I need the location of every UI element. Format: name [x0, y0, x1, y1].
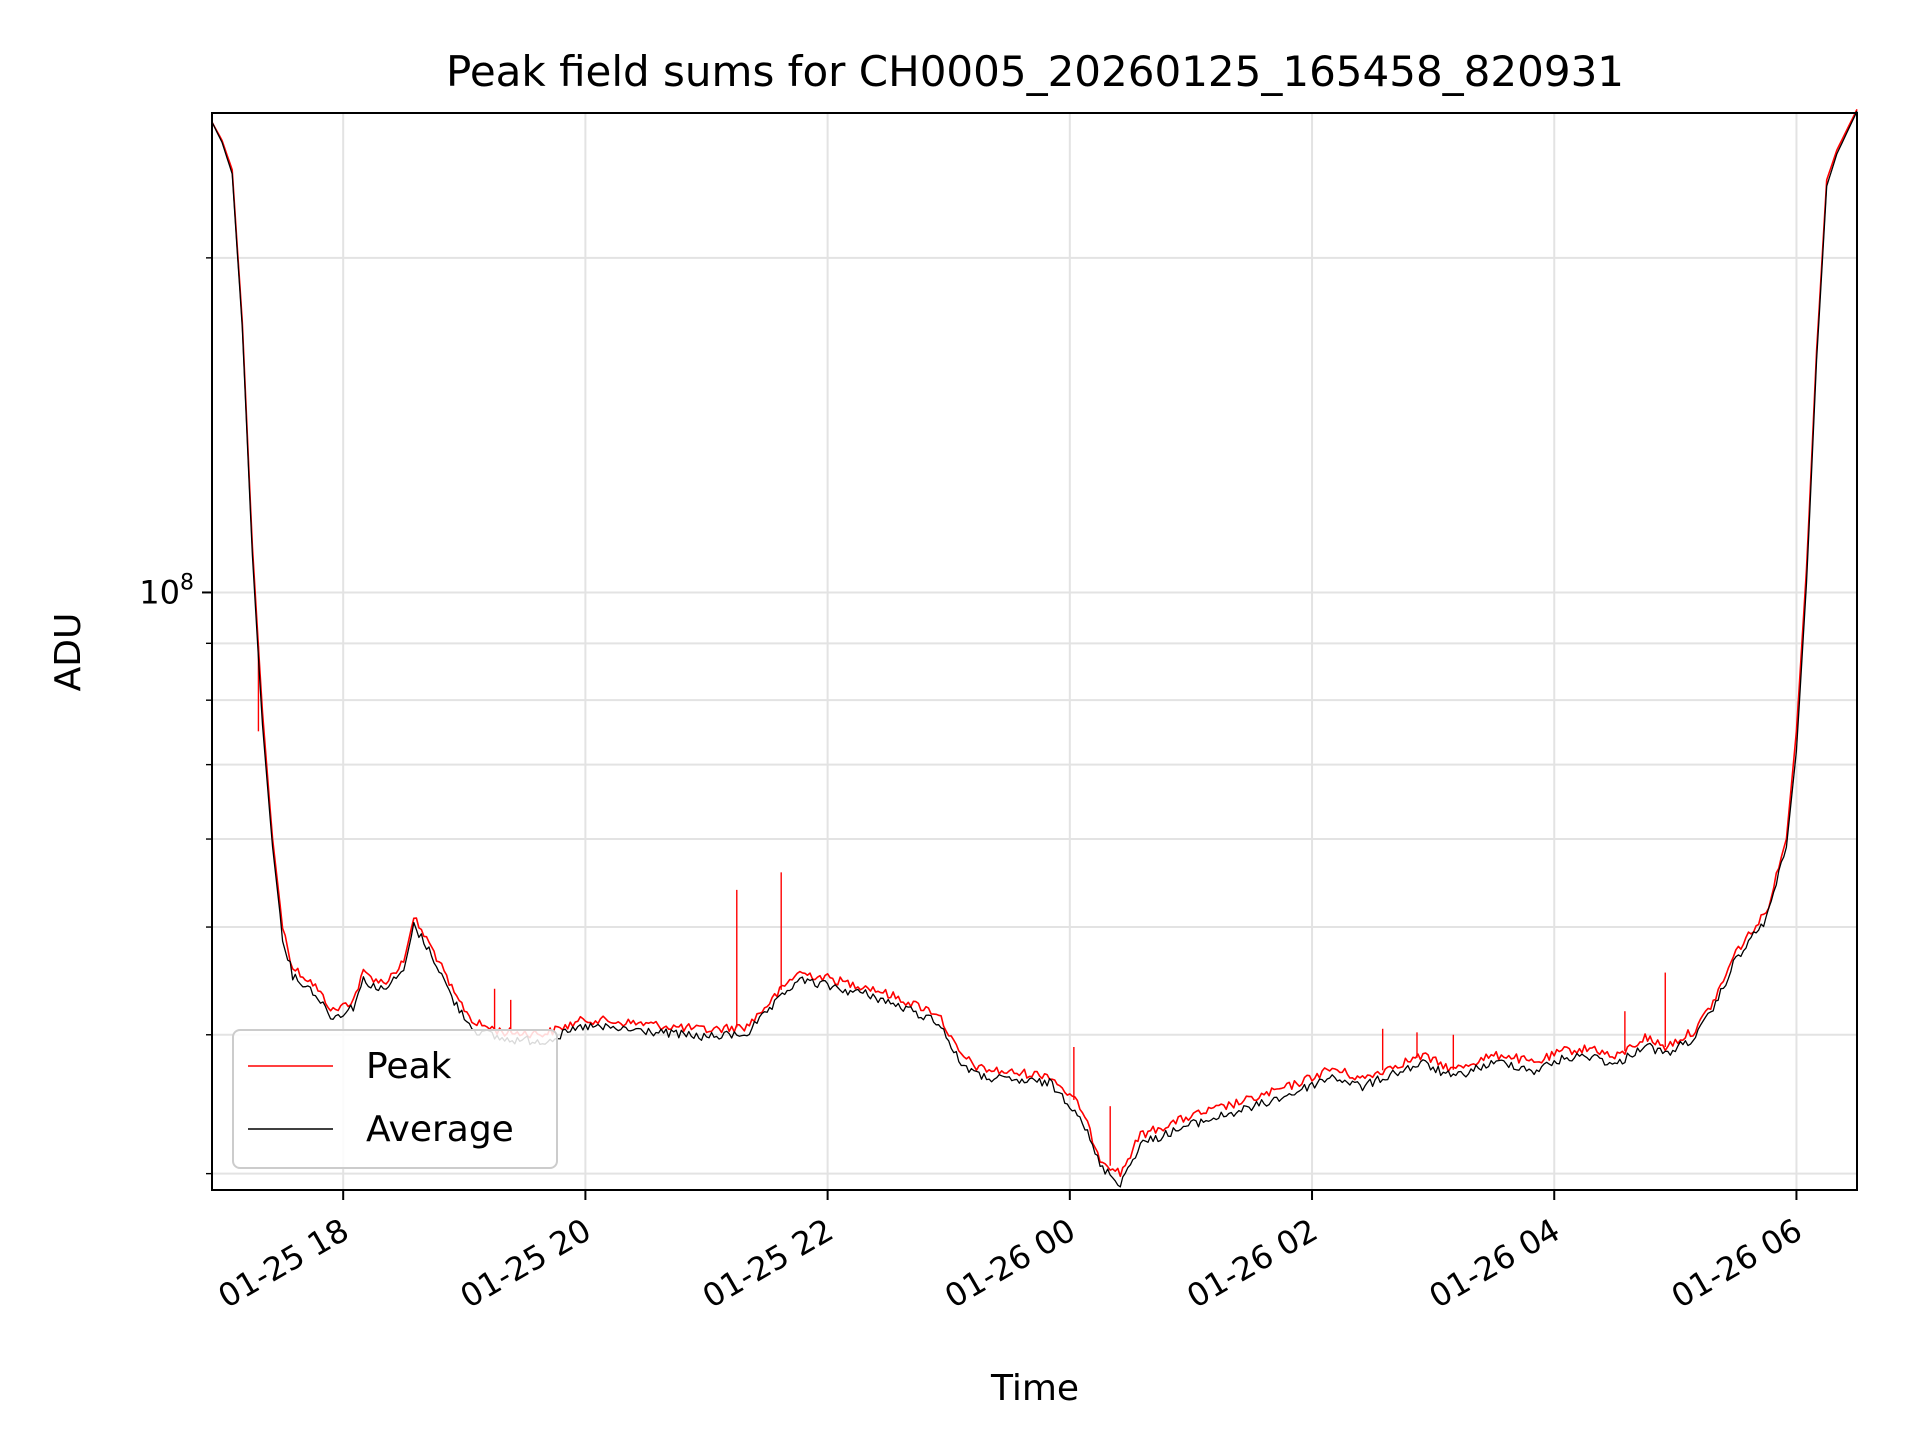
legend-peak-label: Peak	[366, 1046, 452, 1087]
legend-average-label: Average	[366, 1109, 514, 1150]
y-tick-exponent: 8	[180, 570, 194, 595]
grid	[212, 113, 1857, 1190]
x-axis-label: Time	[990, 1368, 1079, 1409]
plot-frame	[211, 112, 1858, 1191]
legend: Peak Average	[232, 1029, 558, 1169]
y-axis-label: ADU	[48, 613, 89, 692]
series-line-peak	[211, 109, 1858, 1178]
legend-box	[232, 1029, 558, 1169]
chart-title: Peak field sums for CH0005_20260125_1654…	[446, 47, 1624, 96]
